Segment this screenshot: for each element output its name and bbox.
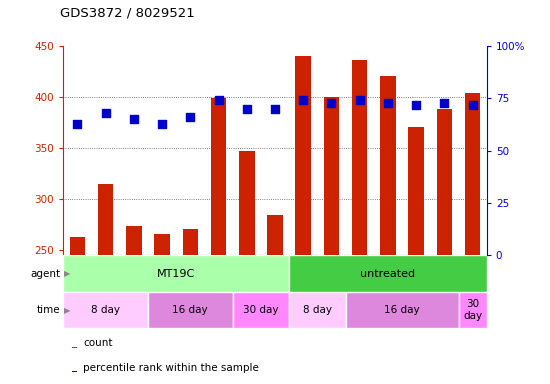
- Text: 30
day: 30 day: [463, 299, 482, 321]
- Bar: [239, 151, 255, 255]
- Bar: [409, 127, 424, 255]
- Point: [73, 121, 82, 127]
- Bar: [295, 56, 311, 255]
- Text: 8 day: 8 day: [91, 305, 120, 315]
- Point: [243, 106, 251, 112]
- Point: [271, 106, 279, 112]
- Bar: [465, 93, 480, 255]
- Point: [468, 102, 477, 108]
- Point: [158, 121, 167, 127]
- Point: [440, 99, 449, 106]
- Bar: [459, 292, 487, 328]
- Bar: [148, 292, 233, 328]
- Point: [355, 98, 364, 104]
- Bar: [72, 347, 77, 348]
- Point: [327, 99, 336, 106]
- Text: ▶: ▶: [64, 269, 71, 278]
- Bar: [63, 292, 148, 328]
- Bar: [211, 98, 226, 255]
- Bar: [289, 255, 487, 292]
- Bar: [98, 184, 113, 255]
- Bar: [352, 60, 367, 255]
- Text: untreated: untreated: [360, 268, 415, 279]
- Point: [186, 114, 195, 120]
- Text: 16 day: 16 day: [384, 305, 420, 315]
- Bar: [183, 229, 198, 255]
- Bar: [72, 371, 77, 372]
- Text: 8 day: 8 day: [303, 305, 332, 315]
- Text: percentile rank within the sample: percentile rank within the sample: [84, 363, 259, 373]
- Text: MT19C: MT19C: [157, 268, 195, 279]
- Point: [299, 98, 307, 104]
- Bar: [233, 292, 289, 328]
- Point: [383, 99, 392, 106]
- Bar: [380, 76, 395, 255]
- Bar: [289, 292, 345, 328]
- Text: ▶: ▶: [64, 306, 71, 314]
- Text: 30 day: 30 day: [243, 305, 279, 315]
- Bar: [324, 97, 339, 255]
- Text: 16 day: 16 day: [173, 305, 208, 315]
- Text: agent: agent: [30, 268, 60, 279]
- Point: [129, 116, 138, 122]
- Bar: [70, 237, 85, 255]
- Text: time: time: [37, 305, 60, 315]
- Text: count: count: [84, 338, 113, 348]
- Point: [412, 102, 421, 108]
- Point: [101, 110, 110, 116]
- Bar: [267, 215, 283, 255]
- Bar: [126, 226, 141, 255]
- Point: [214, 98, 223, 104]
- Bar: [155, 234, 170, 255]
- Bar: [437, 109, 452, 255]
- Bar: [345, 292, 459, 328]
- Bar: [63, 255, 289, 292]
- Text: GDS3872 / 8029521: GDS3872 / 8029521: [60, 6, 195, 19]
